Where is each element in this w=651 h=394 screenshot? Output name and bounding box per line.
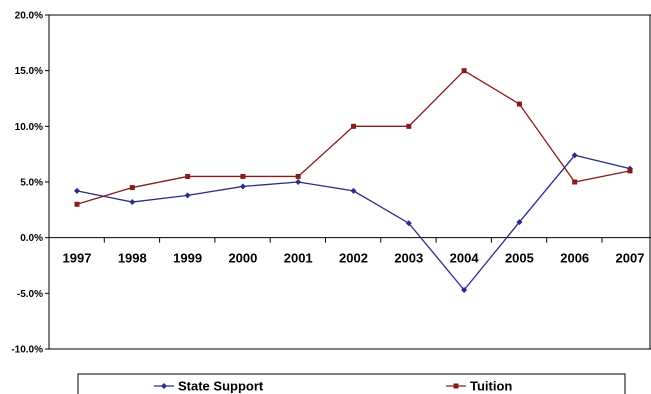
series-line-2 <box>76 69 631 205</box>
y-tick-labels: -10.0% -5.0% 0.0% 5.0% 10.0% 15.0% 20.0% <box>11 11 43 356</box>
x-tick-label: 2003 <box>394 251 423 266</box>
chart-axes <box>45 14 651 350</box>
data-point <box>240 173 246 179</box>
data-point <box>350 187 357 194</box>
data-point <box>295 179 302 185</box>
legend-marker <box>453 383 459 389</box>
legend-label: Tuition <box>470 379 512 394</box>
x-tick-label: 2000 <box>228 251 257 266</box>
x-tick-label: 2002 <box>339 251 368 266</box>
legend-box <box>77 373 626 394</box>
series-lines <box>74 68 633 293</box>
data-point <box>74 201 80 207</box>
x-tick-labels: 1997 1998 1999 2000 2001 2002 2003 2004 2005 2006… <box>63 251 645 266</box>
legend-marker <box>161 383 167 389</box>
x-tick-label: 1999 <box>173 251 202 266</box>
x-tick-label: 2007 <box>616 251 645 266</box>
y-tick-label: 0.0% <box>20 233 43 244</box>
data-point <box>74 187 80 194</box>
legend: State Support Tuition <box>77 373 626 394</box>
x-tick-label: 1997 <box>63 251 92 266</box>
data-point <box>406 123 412 129</box>
x-tick-label: 2005 <box>505 251 534 266</box>
data-point <box>572 179 578 185</box>
y-tick-label: 20.0% <box>15 11 43 22</box>
data-point <box>351 123 356 129</box>
x-tick-label: 2001 <box>284 251 313 266</box>
data-point <box>461 286 468 293</box>
data-point <box>516 101 522 107</box>
legend-label: State Support <box>178 379 264 394</box>
data-point <box>239 183 246 190</box>
y-tick-label: -10.0% <box>11 345 43 356</box>
y-tick-label: -5.0% <box>17 289 43 300</box>
y-tick-label: 10.0% <box>15 122 43 133</box>
data-point <box>461 68 467 74</box>
data-point <box>185 173 191 179</box>
data-point <box>627 168 633 174</box>
y-tick-label: 5.0% <box>20 178 43 189</box>
data-point <box>516 219 523 226</box>
x-tick-label: 2006 <box>560 251 589 266</box>
data-point <box>405 220 412 227</box>
data-point <box>129 185 135 191</box>
data-point <box>295 173 301 179</box>
data-point <box>184 192 191 199</box>
x-tick-label: 2004 <box>450 251 480 266</box>
series-line-1 <box>76 154 631 292</box>
x-tick-label: 1998 <box>118 251 147 266</box>
data-point <box>571 152 578 159</box>
y-tick-label: 15.0% <box>15 66 43 77</box>
data-point <box>129 199 136 206</box>
